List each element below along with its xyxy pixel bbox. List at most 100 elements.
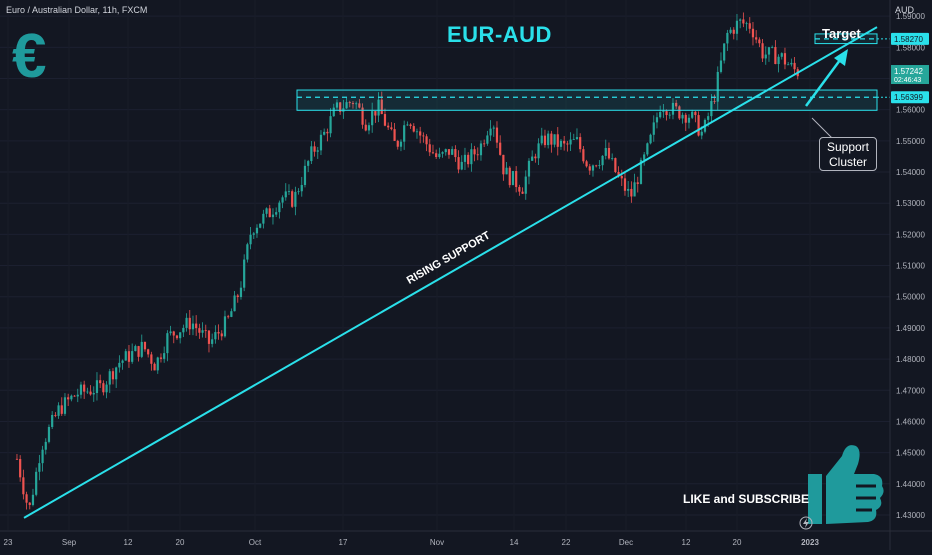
last-price-tag-bg bbox=[891, 65, 929, 85]
candle-body bbox=[396, 140, 399, 147]
candle-body bbox=[697, 115, 700, 136]
candle-body bbox=[214, 332, 217, 340]
candle-body bbox=[527, 160, 531, 177]
candle-body bbox=[758, 39, 761, 44]
candle-body bbox=[182, 327, 185, 333]
candle-body bbox=[195, 323, 198, 329]
candle-body bbox=[127, 351, 131, 362]
candle-body bbox=[524, 176, 527, 194]
candle-body bbox=[278, 202, 281, 213]
candle-body bbox=[687, 117, 691, 123]
candle-body bbox=[284, 191, 287, 198]
callout-pointer bbox=[811, 117, 833, 139]
candle-body bbox=[22, 477, 25, 495]
candle-body bbox=[239, 287, 243, 297]
candle-body bbox=[675, 102, 678, 107]
candle-body bbox=[387, 125, 390, 128]
candle-body bbox=[198, 328, 201, 333]
candle-body bbox=[556, 134, 559, 147]
candle-body bbox=[508, 167, 511, 186]
candle-body bbox=[207, 330, 211, 344]
candle-body bbox=[166, 333, 169, 354]
candle-body bbox=[121, 360, 124, 363]
support-cluster-line1: Support bbox=[826, 140, 870, 154]
candle-body bbox=[236, 295, 239, 297]
candle-body bbox=[774, 47, 777, 65]
candle-body bbox=[719, 60, 723, 72]
y-tick-label: 1.45000 bbox=[896, 449, 925, 458]
candle-body bbox=[364, 124, 367, 131]
candle-body bbox=[700, 131, 703, 136]
candle-body bbox=[307, 161, 310, 166]
candle-body bbox=[771, 47, 774, 48]
y-tick-label: 1.52000 bbox=[896, 230, 925, 239]
candle-body bbox=[598, 165, 601, 166]
candle-body bbox=[566, 143, 569, 145]
candle-body bbox=[611, 158, 614, 159]
candle-body bbox=[390, 127, 393, 130]
candle-body bbox=[655, 117, 659, 123]
candle-body bbox=[86, 391, 89, 393]
candle-body bbox=[169, 331, 172, 334]
candle-body bbox=[723, 43, 726, 61]
y-tick-label: 1.56000 bbox=[896, 106, 925, 115]
candle-body bbox=[476, 154, 479, 156]
candle-body bbox=[739, 19, 742, 21]
candle-body bbox=[380, 99, 383, 115]
candle-body bbox=[367, 125, 371, 131]
candle-body bbox=[294, 191, 297, 207]
candle-body bbox=[54, 414, 57, 416]
candle-body bbox=[790, 62, 793, 65]
candle-body bbox=[726, 32, 729, 44]
y-tick-label: 1.50000 bbox=[896, 293, 925, 302]
candle-body bbox=[412, 126, 415, 132]
candle-body bbox=[300, 184, 303, 192]
candle-body bbox=[262, 213, 265, 224]
candle-body bbox=[95, 380, 99, 394]
candle-body bbox=[223, 316, 227, 337]
candle-body bbox=[575, 137, 579, 140]
candle-body bbox=[614, 158, 617, 173]
candle-body bbox=[780, 53, 783, 57]
candle-body bbox=[351, 103, 355, 105]
candle-body bbox=[255, 227, 259, 234]
candle-body bbox=[662, 111, 665, 113]
candle-body bbox=[454, 149, 457, 158]
candle-body bbox=[457, 157, 460, 170]
candle-body bbox=[495, 127, 499, 143]
candle-body bbox=[633, 182, 636, 197]
candle-body bbox=[137, 346, 140, 357]
candle-body bbox=[44, 441, 47, 450]
y-tick-label: 1.54000 bbox=[896, 168, 925, 177]
candle-body bbox=[60, 405, 63, 414]
candle-body bbox=[435, 153, 438, 158]
candle-body bbox=[425, 136, 428, 145]
candle-body bbox=[188, 317, 191, 330]
candle-body bbox=[716, 71, 719, 102]
candle-body bbox=[534, 156, 537, 159]
support-cluster-callout: Support Cluster bbox=[819, 137, 877, 171]
x-tick-label: 23 bbox=[4, 538, 13, 547]
candle-body bbox=[540, 135, 543, 144]
candle-body bbox=[76, 394, 79, 397]
candle-body bbox=[172, 331, 175, 336]
candle-body bbox=[67, 397, 70, 400]
candle-body bbox=[537, 143, 540, 159]
candle-body bbox=[422, 135, 425, 137]
candle-body bbox=[582, 149, 585, 162]
candle-body bbox=[323, 131, 326, 135]
candle-body bbox=[83, 384, 86, 392]
candle-body bbox=[438, 153, 441, 158]
candle-body bbox=[361, 107, 364, 125]
candle-body bbox=[230, 311, 233, 317]
candle-body bbox=[547, 133, 550, 146]
last-price-tag: 1.57242 bbox=[894, 67, 923, 76]
y-tick-label: 1.44000 bbox=[896, 480, 925, 489]
lightning-glyph bbox=[803, 518, 809, 528]
candle-body bbox=[153, 363, 156, 371]
candle-body bbox=[710, 101, 713, 117]
candle-body bbox=[220, 333, 223, 337]
candle-body bbox=[691, 111, 694, 118]
x-tick-label: 20 bbox=[176, 538, 185, 547]
candle-body bbox=[467, 154, 470, 165]
